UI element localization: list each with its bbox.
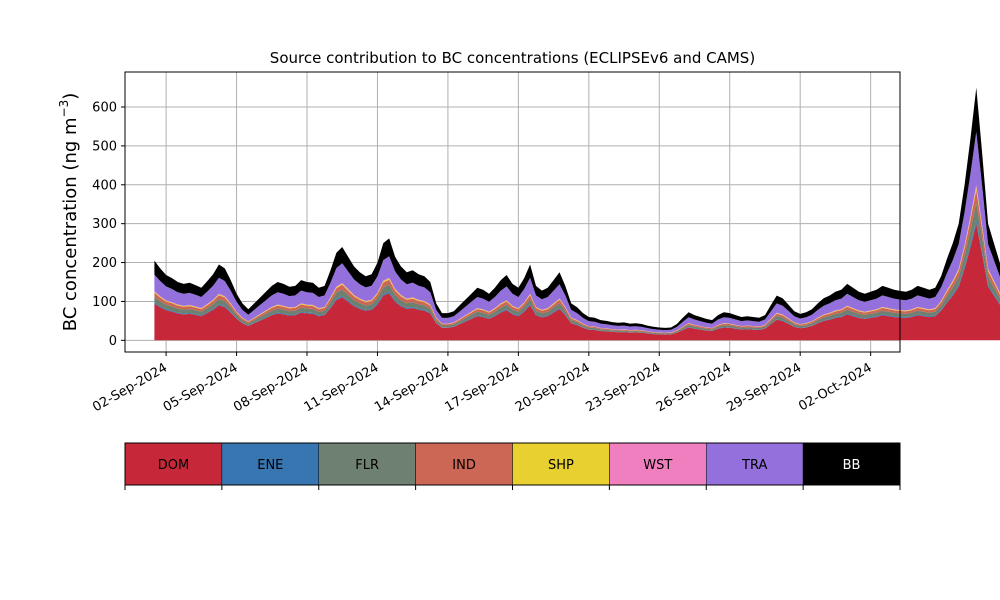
x-axis: 02-Sep-202405-Sep-202408-Sep-202411-Sep-… (90, 352, 875, 415)
y-tick-label: 0 (109, 334, 117, 349)
legend-swatch-tra (706, 442, 804, 486)
x-tick-label: 14-Sep-2024 (372, 360, 452, 415)
legend-frame (124, 442, 901, 486)
y-axis-label-superscript: −3 (57, 100, 71, 118)
x-tick-label: 08-Sep-2024 (231, 360, 311, 415)
legend-swatch-shp (512, 442, 610, 486)
area-series-dom (154, 224, 1000, 341)
legend-label-wst: WST (643, 458, 672, 473)
legend-label-dom: DOM (158, 458, 189, 473)
x-tick-label: 05-Sep-2024 (161, 360, 241, 415)
x-tick-label: 02-Sep-2024 (90, 360, 170, 415)
x-tick-label: 29-Sep-2024 (724, 360, 804, 415)
legend-label-shp: SHP (548, 458, 574, 473)
y-axis: 0 100 200 300 400 500 600 (92, 101, 125, 349)
y-tick-label: 200 (92, 256, 117, 271)
chart-title: Source contribution to BC concentrations… (270, 49, 755, 67)
y-axis-label: BC concentration (ng m−3) (57, 93, 81, 332)
y-axis-label-close: ) (60, 93, 81, 100)
stacked-area-series (154, 87, 1000, 341)
x-tick-label: 23-Sep-2024 (583, 360, 663, 415)
y-tick-label: 100 (92, 295, 117, 310)
x-tick-label: 11-Sep-2024 (302, 360, 382, 415)
legend-swatch-ind (415, 442, 513, 486)
x-tick-label: 02-Oct-2024 (796, 360, 874, 414)
y-tick-label: 400 (92, 178, 117, 193)
legend-swatch-ene (221, 442, 319, 486)
grid-lines (125, 72, 900, 352)
x-tick-label: 26-Sep-2024 (654, 360, 734, 415)
y-axis-label-main: BC concentration (ng m (60, 117, 81, 331)
x-tick-label: 20-Sep-2024 (513, 360, 593, 415)
legend-label-ene: ENE (257, 458, 283, 473)
legend-swatch-wst (609, 442, 707, 486)
legend-label-ind: IND (452, 458, 476, 473)
plot-frame (124, 71, 901, 353)
y-tick-label: 500 (92, 139, 117, 154)
x-tick-label: 17-Sep-2024 (443, 360, 523, 415)
legend-swatch-bb (802, 442, 901, 486)
color-legend: DOM ENE FLR IND SHP WST TRA BB (124, 442, 901, 490)
legend-label-bb: BB (843, 458, 861, 473)
legend-label-tra: TRA (741, 458, 767, 473)
y-tick-label: 300 (92, 217, 117, 232)
y-tick-label: 600 (92, 101, 117, 116)
area-series-tra (154, 131, 1000, 333)
legend-label-flr: FLR (355, 458, 379, 473)
